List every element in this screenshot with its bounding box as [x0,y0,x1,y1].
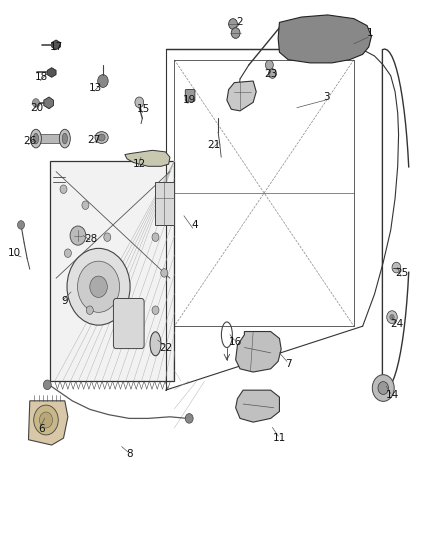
Circle shape [34,405,58,435]
Ellipse shape [150,332,161,356]
Circle shape [60,185,67,193]
Text: 6: 6 [38,424,45,434]
Circle shape [98,75,108,87]
Circle shape [67,248,130,325]
Polygon shape [236,390,279,422]
Text: 25: 25 [396,268,409,278]
Circle shape [78,261,120,312]
Text: 20: 20 [31,103,44,112]
Circle shape [104,233,111,241]
Text: 19: 19 [183,95,196,105]
Circle shape [387,311,397,324]
Text: 23: 23 [264,69,277,78]
Text: 13: 13 [89,83,102,93]
Circle shape [43,380,51,390]
Text: 10: 10 [7,248,21,258]
Circle shape [231,28,240,38]
FancyBboxPatch shape [185,90,195,101]
Text: 11: 11 [273,433,286,443]
Polygon shape [278,15,371,63]
Polygon shape [28,401,68,445]
Polygon shape [50,161,174,381]
Text: 4: 4 [191,220,198,230]
Circle shape [185,414,193,423]
Polygon shape [236,332,281,372]
Text: 3: 3 [323,92,330,102]
Circle shape [82,201,89,209]
Text: 26: 26 [23,136,36,146]
Text: 17: 17 [49,42,63,52]
Circle shape [152,233,159,241]
Circle shape [86,306,93,314]
FancyBboxPatch shape [113,298,144,349]
Text: 7: 7 [285,359,292,368]
Text: 15: 15 [137,104,150,114]
Ellipse shape [62,133,67,144]
Circle shape [372,375,394,401]
Circle shape [70,226,86,245]
Text: 2: 2 [237,18,244,27]
Circle shape [64,249,71,257]
Ellipse shape [95,132,108,143]
Circle shape [161,269,168,277]
Ellipse shape [98,134,105,141]
Circle shape [392,262,401,273]
Circle shape [265,60,273,70]
Text: 1: 1 [367,28,374,38]
Circle shape [39,412,53,428]
Polygon shape [227,81,256,111]
Polygon shape [125,150,170,166]
Polygon shape [52,40,60,50]
Ellipse shape [33,133,39,144]
Text: 16: 16 [229,337,242,347]
Circle shape [152,306,159,314]
Polygon shape [155,182,174,225]
Text: 9: 9 [61,296,68,306]
Circle shape [268,69,276,78]
Circle shape [32,99,39,107]
Text: 21: 21 [207,140,220,150]
Ellipse shape [31,130,41,148]
Text: 14: 14 [385,391,399,400]
Circle shape [378,382,389,394]
Circle shape [229,19,237,29]
Circle shape [390,314,394,320]
Ellipse shape [59,130,70,148]
Text: 27: 27 [88,135,101,144]
Circle shape [135,97,144,108]
Circle shape [90,276,107,297]
Text: 8: 8 [126,449,133,459]
Polygon shape [47,68,56,77]
Circle shape [18,221,25,229]
Text: 18: 18 [35,72,48,82]
Text: 22: 22 [159,343,172,352]
Text: 24: 24 [390,319,403,329]
Polygon shape [44,97,53,109]
Polygon shape [36,134,65,143]
Text: 28: 28 [85,234,98,244]
Text: 12: 12 [133,159,146,169]
